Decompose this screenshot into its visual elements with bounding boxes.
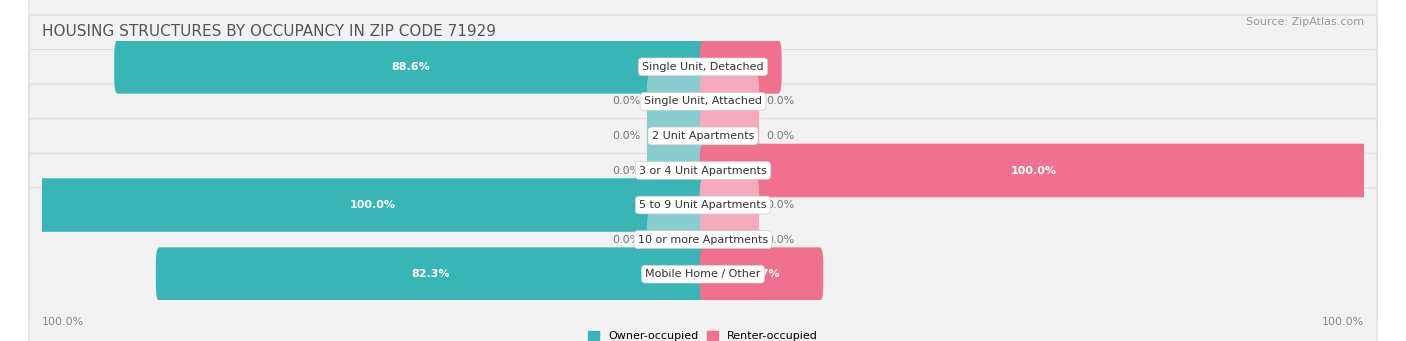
Text: 100.0%: 100.0% [350,200,395,210]
FancyBboxPatch shape [114,40,706,94]
Text: 82.3%: 82.3% [412,269,450,279]
FancyBboxPatch shape [30,188,1376,341]
FancyBboxPatch shape [30,153,1376,326]
Text: HOUSING STRUCTURES BY OCCUPANCY IN ZIP CODE 71929: HOUSING STRUCTURES BY OCCUPANCY IN ZIP C… [42,24,496,39]
Text: 0.0%: 0.0% [612,235,640,244]
Text: 88.6%: 88.6% [391,62,430,72]
Text: 10 or more Apartments: 10 or more Apartments [638,235,768,244]
FancyBboxPatch shape [30,15,1376,188]
Text: Mobile Home / Other: Mobile Home / Other [645,269,761,279]
Text: 17.7%: 17.7% [742,269,780,279]
Text: 2 Unit Apartments: 2 Unit Apartments [652,131,754,141]
FancyBboxPatch shape [700,40,782,94]
Text: 3 or 4 Unit Apartments: 3 or 4 Unit Apartments [640,165,766,176]
Text: Single Unit, Detached: Single Unit, Detached [643,62,763,72]
FancyBboxPatch shape [647,109,706,163]
FancyBboxPatch shape [30,49,1376,222]
FancyBboxPatch shape [647,75,706,128]
FancyBboxPatch shape [156,247,706,301]
Text: 0.0%: 0.0% [612,131,640,141]
FancyBboxPatch shape [39,178,706,232]
FancyBboxPatch shape [647,213,706,266]
FancyBboxPatch shape [30,119,1376,292]
FancyBboxPatch shape [700,213,759,266]
Text: 0.0%: 0.0% [766,131,794,141]
Text: 5 to 9 Unit Apartments: 5 to 9 Unit Apartments [640,200,766,210]
FancyBboxPatch shape [700,109,759,163]
FancyBboxPatch shape [30,0,1376,153]
Text: 11.4%: 11.4% [721,62,761,72]
FancyBboxPatch shape [647,144,706,197]
Text: 100.0%: 100.0% [1011,165,1056,176]
Text: 0.0%: 0.0% [766,235,794,244]
Text: 0.0%: 0.0% [766,200,794,210]
FancyBboxPatch shape [30,84,1376,257]
FancyBboxPatch shape [700,75,759,128]
Text: Single Unit, Attached: Single Unit, Attached [644,97,762,106]
FancyBboxPatch shape [700,178,759,232]
Text: 0.0%: 0.0% [612,165,640,176]
FancyBboxPatch shape [700,247,824,301]
Legend: Owner-occupied, Renter-occupied: Owner-occupied, Renter-occupied [588,331,818,341]
Text: 100.0%: 100.0% [42,317,84,327]
Text: 100.0%: 100.0% [1322,317,1364,327]
Text: 0.0%: 0.0% [612,97,640,106]
Text: 0.0%: 0.0% [766,97,794,106]
Text: Source: ZipAtlas.com: Source: ZipAtlas.com [1246,17,1364,27]
FancyBboxPatch shape [700,144,1367,197]
